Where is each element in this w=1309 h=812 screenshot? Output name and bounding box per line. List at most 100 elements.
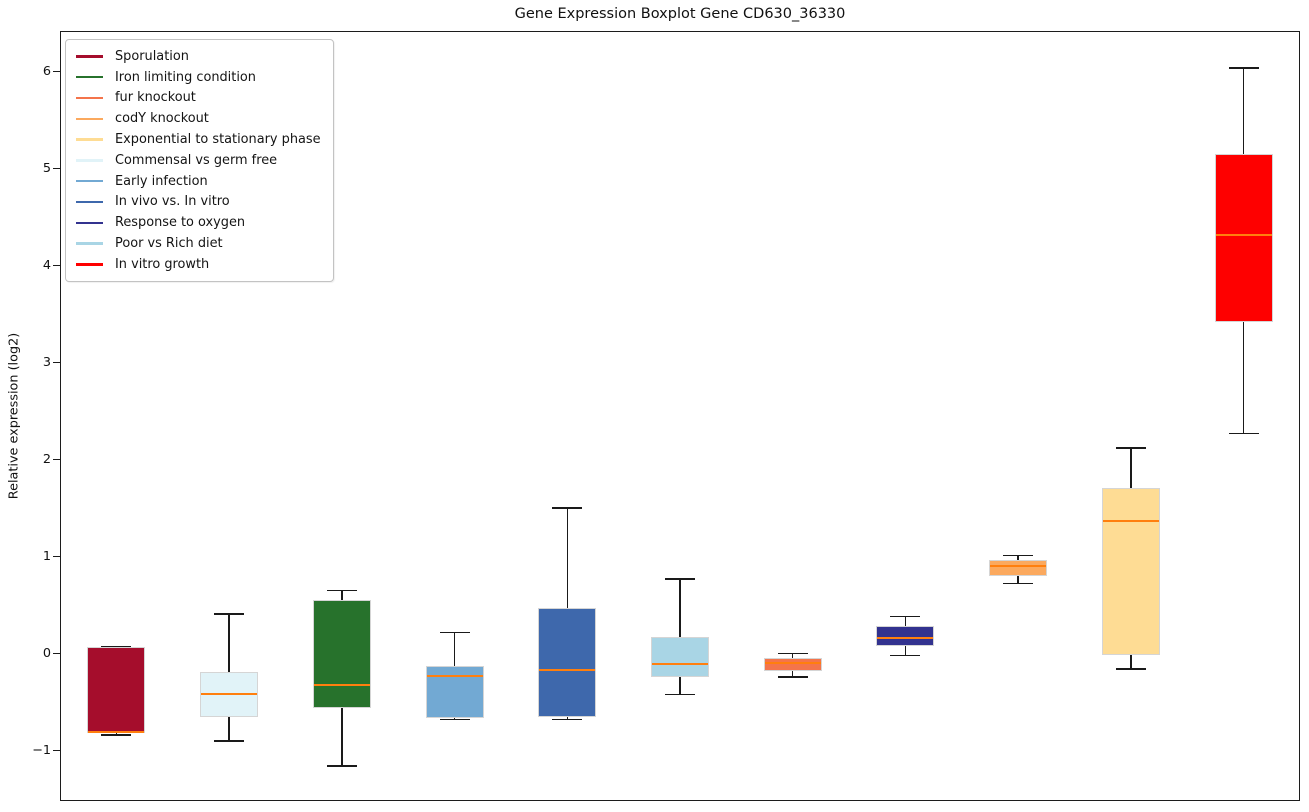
median-sporulation — [88, 731, 145, 734]
legend-label: codY knockout — [115, 111, 209, 127]
median-early-infection — [426, 674, 483, 677]
whisker-lower-in-vivo-vs-in-vitro — [566, 716, 568, 720]
legend-label: Poor vs Rich diet — [115, 236, 223, 252]
legend-swatch-poor-vs-rich-diet — [76, 242, 103, 245]
legend-item-fur-knockout: fur knockout — [76, 88, 321, 109]
box-poor-vs-rich-diet — [651, 637, 709, 677]
median-cody-knockout — [990, 565, 1047, 568]
legend-label: Commensal vs germ free — [115, 152, 278, 168]
legend-label: Early infection — [115, 173, 208, 189]
y-tick-mark — [53, 265, 60, 267]
legend-label: Iron limiting condition — [115, 69, 256, 85]
whisker-lower-fur-knockout — [792, 671, 794, 677]
plot-frame — [60, 31, 1300, 801]
whisker-cap-upper-in-vivo-vs-in-vitro — [552, 507, 583, 509]
y-tick-label: −1 — [32, 742, 51, 758]
whisker-cap-upper-sporulation — [101, 646, 132, 648]
whisker-lower-sporulation — [115, 733, 118, 736]
box-exponential-to-stationary-phase — [1101, 487, 1160, 655]
y-tick-mark — [53, 71, 60, 73]
box-in-vivo-vs-in-vitro — [538, 608, 597, 717]
whisker-cap-upper-in-vitro-growth — [1228, 67, 1259, 69]
median-fur-knockout — [764, 662, 821, 665]
box-cody-knockout — [989, 560, 1048, 576]
legend-item-exponential-to-stationary-phase: Exponential to stationary phase — [76, 129, 321, 150]
median-in-vivo-vs-in-vitro — [539, 668, 596, 672]
box-response-to-oxygen — [876, 626, 935, 646]
whisker-cap-upper-response-to-oxygen — [890, 616, 921, 618]
legend-label: Response to oxygen — [115, 215, 246, 231]
legend-item-iron-limiting-condition: Iron limiting condition — [76, 67, 321, 88]
median-iron-limiting-condition — [313, 683, 370, 686]
median-response-to-oxygen — [877, 636, 934, 640]
legend-item-poor-vs-rich-diet: Poor vs Rich diet — [76, 233, 321, 254]
whisker-upper-in-vivo-vs-in-vitro — [566, 508, 568, 608]
whisker-cap-lower-cody-knockout — [1003, 583, 1034, 585]
whisker-lower-commensal-vs-germ-free — [228, 716, 230, 741]
whisker-upper-in-vitro-growth — [1242, 67, 1245, 155]
legend-item-commensal-vs-germ-free: Commensal vs germ free — [76, 150, 321, 171]
legend-swatch-sporulation — [76, 55, 103, 58]
y-tick-mark — [53, 168, 60, 170]
legend-item-response-to-oxygen: Response to oxygen — [76, 212, 321, 233]
whisker-upper-response-to-oxygen — [904, 616, 907, 627]
whisker-upper-early-infection — [453, 632, 456, 667]
legend-swatch-exponential-to-stationary-phase — [76, 138, 103, 141]
y-tick-label: 6 — [42, 63, 51, 79]
whisker-lower-cody-knockout — [1017, 576, 1019, 584]
whisker-cap-upper-commensal-vs-germ-free — [214, 613, 245, 615]
whisker-upper-exponential-to-stationary-phase — [1130, 448, 1132, 488]
legend-label: fur knockout — [115, 90, 196, 106]
whisker-cap-upper-early-infection — [439, 631, 470, 633]
box-fur-knockout — [763, 658, 822, 672]
legend-swatch-iron-limiting-condition — [76, 76, 103, 79]
whisker-lower-iron-limiting-condition — [341, 707, 343, 767]
legend-label: Sporulation — [115, 48, 189, 64]
legend-item-cody-knockout: codY knockout — [76, 108, 321, 129]
whisker-upper-cody-knockout — [1017, 555, 1019, 561]
whisker-lower-poor-vs-rich-diet — [679, 676, 681, 695]
whisker-lower-in-vitro-growth — [1242, 321, 1245, 434]
whisker-upper-fur-knockout — [792, 653, 794, 659]
median-poor-vs-rich-diet — [652, 663, 708, 666]
whisker-cap-upper-cody-knockout — [1003, 554, 1034, 557]
whisker-upper-poor-vs-rich-diet — [679, 578, 681, 638]
whisker-lower-exponential-to-stationary-phase — [1130, 654, 1132, 670]
box-in-vitro-growth — [1214, 154, 1273, 322]
whisker-cap-lower-commensal-vs-germ-free — [214, 740, 245, 742]
legend-swatch-response-to-oxygen — [76, 221, 103, 224]
whisker-cap-upper-exponential-to-stationary-phase — [1115, 447, 1146, 449]
whisker-upper-commensal-vs-germ-free — [228, 613, 230, 672]
legend-item-sporulation: Sporulation — [76, 46, 321, 67]
legend-swatch-fur-knockout — [76, 96, 103, 100]
box-sporulation — [87, 646, 146, 734]
whisker-cap-lower-in-vivo-vs-in-vitro — [552, 718, 583, 721]
legend-swatch-in-vivo-vs-in-vitro — [76, 200, 103, 204]
legend-label: Exponential to stationary phase — [115, 132, 321, 148]
whisker-cap-lower-iron-limiting-condition — [326, 765, 357, 767]
whisker-cap-lower-early-infection — [439, 718, 470, 721]
whisker-cap-upper-iron-limiting-condition — [326, 589, 357, 592]
whisker-cap-lower-exponential-to-stationary-phase — [1115, 668, 1146, 670]
legend-swatch-in-vitro-growth — [76, 263, 103, 266]
whisker-cap-lower-fur-knockout — [777, 676, 808, 678]
chart-title: Gene Expression Boxplot Gene CD630_36330 — [514, 6, 846, 22]
median-commensal-vs-germ-free — [201, 693, 258, 696]
whisker-upper-iron-limiting-condition — [341, 590, 343, 601]
whisker-cap-upper-poor-vs-rich-diet — [665, 578, 695, 580]
y-tick-label: 0 — [42, 645, 51, 661]
y-tick-label: 5 — [42, 160, 51, 176]
legend-item-early-infection: Early infection — [76, 171, 321, 192]
whisker-cap-lower-in-vitro-growth — [1228, 432, 1259, 435]
median-in-vitro-growth — [1215, 233, 1272, 236]
whisker-cap-upper-fur-knockout — [777, 652, 808, 655]
y-tick-mark — [53, 652, 60, 655]
whisker-cap-lower-poor-vs-rich-diet — [665, 693, 695, 695]
whisker-cap-lower-response-to-oxygen — [890, 654, 921, 657]
whisker-lower-early-infection — [453, 717, 456, 720]
legend-item-in-vivo-vs-in-vitro: In vivo vs. In vitro — [76, 192, 321, 213]
legend-label: In vivo vs. In vitro — [115, 194, 230, 210]
y-tick-label: 1 — [42, 548, 51, 564]
legend-item-in-vitro-growth: In vitro growth — [76, 254, 321, 275]
